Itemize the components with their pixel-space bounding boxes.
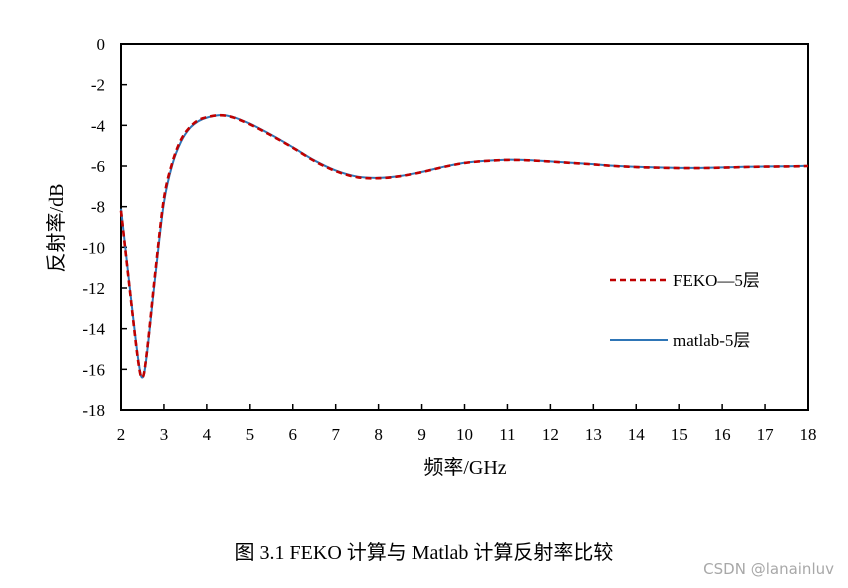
y-tick-label: -14 <box>82 320 105 339</box>
y-tick-label: -18 <box>82 401 105 420</box>
y-tick-label: -10 <box>82 238 105 257</box>
x-tick-label: 12 <box>542 425 559 444</box>
x-tick-label: 9 <box>417 425 426 444</box>
x-tick-label: 3 <box>160 425 169 444</box>
chart: 2 3 4 5 6 7 8 9 10 11 12 13 14 15 16 17 18 0 -2 -4 -6 -8 -10 -1… <box>45 35 817 479</box>
x-tick-label: 8 <box>374 425 383 444</box>
y-axis-title: 反射率/dB <box>45 184 68 273</box>
legend-label-matlab: matlab-5层 <box>673 331 750 350</box>
plot-frame <box>120 43 809 411</box>
x-tick-label: 17 <box>757 425 775 444</box>
x-tick-label: 13 <box>585 425 602 444</box>
y-tick-label: -6 <box>91 157 105 176</box>
x-tick-label: 14 <box>628 425 646 444</box>
x-tick-label: 11 <box>499 425 515 444</box>
y-tick-label: 0 <box>97 35 106 54</box>
x-tick-label: 10 <box>456 425 473 444</box>
y-tick-label: -2 <box>91 76 105 95</box>
y-tick-label: -4 <box>91 116 106 135</box>
x-tick-label: 16 <box>714 425 731 444</box>
x-tick-label: 2 <box>117 425 126 444</box>
series-group <box>119 113 809 380</box>
x-tick-label: 15 <box>671 425 688 444</box>
legend-label-feko: FEKO—5层 <box>673 271 760 290</box>
y-tick-label: -16 <box>82 360 105 379</box>
legend: FEKO—5层 matlab-5层 <box>610 271 760 350</box>
axes-group <box>120 43 809 411</box>
watermark: CSDN @lanainluv <box>703 560 834 578</box>
x-tick-label: 5 <box>246 425 255 444</box>
x-tick-label: 4 <box>203 425 212 444</box>
ticks-group: 2 3 4 5 6 7 8 9 10 11 12 13 14 15 16 17 18 0 -2 -4 -6 -8 -10 -1… <box>82 35 816 444</box>
x-axis-title: 频率/GHz <box>423 456 506 479</box>
x-tick-label: 6 <box>289 425 298 444</box>
x-tick-label: 7 <box>331 425 340 444</box>
x-tick-label: 18 <box>800 425 817 444</box>
y-tick-label: -8 <box>91 198 105 217</box>
y-tick-label: -12 <box>82 279 105 298</box>
figure-caption: 图 3.1 FEKO 计算与 Matlab 计算反射率比较 <box>234 542 614 564</box>
